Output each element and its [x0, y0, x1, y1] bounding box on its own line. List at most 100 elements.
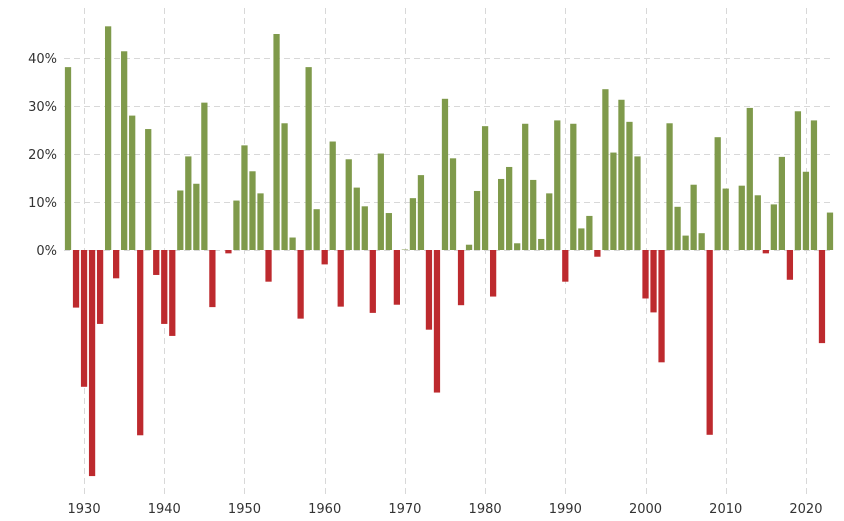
bar-1929[interactable]	[72, 250, 80, 308]
bar-1967[interactable]	[377, 153, 384, 250]
bar-1969[interactable]	[393, 250, 400, 305]
bar-1941[interactable]	[169, 250, 176, 336]
bar-1976[interactable]	[449, 158, 457, 250]
bar-1996[interactable]	[610, 152, 617, 250]
bar-1957[interactable]	[297, 250, 304, 319]
bar-2016[interactable]	[770, 204, 777, 250]
bar-1984[interactable]	[514, 243, 521, 250]
bar-1964[interactable]	[353, 187, 360, 250]
y-tick-label: 40%	[28, 52, 57, 67]
bar-1966[interactable]	[369, 250, 376, 313]
bar-1937[interactable]	[137, 250, 144, 436]
bar-1942[interactable]	[177, 190, 184, 250]
bar-1943[interactable]	[185, 156, 192, 250]
bar-1998[interactable]	[626, 121, 633, 250]
bar-2001[interactable]	[650, 250, 657, 313]
bar-1930[interactable]	[80, 250, 88, 387]
bar-1992[interactable]	[578, 228, 585, 250]
bar-2023[interactable]	[826, 212, 834, 250]
bar-2002[interactable]	[658, 250, 665, 363]
bar-2010[interactable]	[722, 188, 729, 250]
bar-1972[interactable]	[417, 175, 425, 250]
bar-1977[interactable]	[457, 250, 465, 306]
bar-1951[interactable]	[249, 171, 256, 250]
bar-2008[interactable]	[706, 250, 713, 435]
bar-1962[interactable]	[337, 250, 344, 307]
bar-2015[interactable]	[762, 250, 769, 254]
bar-1954[interactable]	[273, 34, 280, 250]
bar-2009[interactable]	[714, 137, 721, 250]
bar-1985[interactable]	[522, 123, 529, 250]
bar-1928[interactable]	[64, 67, 72, 251]
bar-2012[interactable]	[738, 185, 745, 250]
grid	[64, 8, 834, 496]
bar-1953[interactable]	[265, 250, 272, 282]
bar-1993[interactable]	[586, 215, 593, 250]
bar-1933[interactable]	[104, 26, 112, 250]
bar-1968[interactable]	[385, 213, 392, 250]
bar-1959[interactable]	[313, 209, 320, 250]
bar-1944[interactable]	[193, 183, 200, 250]
bar-2004[interactable]	[674, 206, 681, 250]
bar-2019[interactable]	[794, 111, 802, 250]
bar-1978[interactable]	[465, 244, 473, 250]
bar-2003[interactable]	[666, 123, 673, 250]
bar-1971[interactable]	[409, 198, 417, 250]
bar-2007[interactable]	[698, 233, 705, 250]
x-tick-label: 1990	[549, 502, 582, 517]
bar-1960[interactable]	[321, 250, 328, 265]
bar-1980[interactable]	[481, 126, 489, 250]
bar-1974[interactable]	[433, 250, 441, 393]
bar-1983[interactable]	[506, 166, 513, 250]
bar-1999[interactable]	[634, 156, 641, 250]
bar-2020[interactable]	[802, 171, 810, 250]
bar-2005[interactable]	[682, 235, 689, 250]
x-tick-label: 2020	[789, 502, 822, 517]
bar-1981[interactable]	[489, 250, 497, 297]
bar-1991[interactable]	[570, 123, 577, 250]
bar-2017[interactable]	[778, 156, 785, 250]
bar-1948[interactable]	[225, 250, 232, 254]
bar-1936[interactable]	[129, 115, 136, 250]
bar-1989[interactable]	[554, 120, 561, 251]
bar-1995[interactable]	[602, 89, 609, 250]
bar-1938[interactable]	[145, 129, 152, 250]
bar-1987[interactable]	[538, 238, 545, 250]
bar-1950[interactable]	[241, 145, 248, 250]
bar-2006[interactable]	[690, 184, 697, 250]
bar-2014[interactable]	[754, 195, 761, 250]
bar-2018[interactable]	[786, 250, 794, 280]
bar-1945[interactable]	[201, 102, 208, 250]
bar-1934[interactable]	[113, 250, 120, 279]
bar-1965[interactable]	[361, 206, 368, 250]
bar-1990[interactable]	[562, 250, 569, 282]
bar-2013[interactable]	[746, 107, 753, 250]
bar-1982[interactable]	[498, 178, 505, 250]
bar-1931[interactable]	[88, 250, 96, 477]
bar-1961[interactable]	[329, 141, 336, 250]
bar-1988[interactable]	[546, 193, 553, 250]
bar-1949[interactable]	[233, 200, 240, 250]
bar-1940[interactable]	[161, 250, 168, 324]
x-tick-label: 1950	[228, 502, 261, 517]
bar-2021[interactable]	[810, 120, 818, 251]
bar-1973[interactable]	[425, 250, 433, 330]
bar-1963[interactable]	[345, 159, 352, 250]
bar-2022[interactable]	[818, 250, 826, 344]
bar-1994[interactable]	[594, 250, 601, 257]
bar-1975[interactable]	[441, 98, 449, 250]
bar-1997[interactable]	[618, 99, 625, 250]
bar-1952[interactable]	[257, 193, 264, 250]
bar-1956[interactable]	[289, 237, 296, 250]
bar-1946[interactable]	[209, 250, 216, 308]
bar-1955[interactable]	[281, 123, 288, 250]
bar-1935[interactable]	[121, 51, 128, 250]
bar-1986[interactable]	[530, 179, 537, 250]
bar-1979[interactable]	[473, 190, 481, 250]
bar-2000[interactable]	[642, 250, 649, 299]
bar-1932[interactable]	[96, 250, 104, 324]
x-tick-label: 2010	[709, 502, 742, 517]
bar-1958[interactable]	[305, 67, 312, 251]
bar-1939[interactable]	[153, 250, 160, 275]
x-tick-label: 1980	[469, 502, 502, 517]
